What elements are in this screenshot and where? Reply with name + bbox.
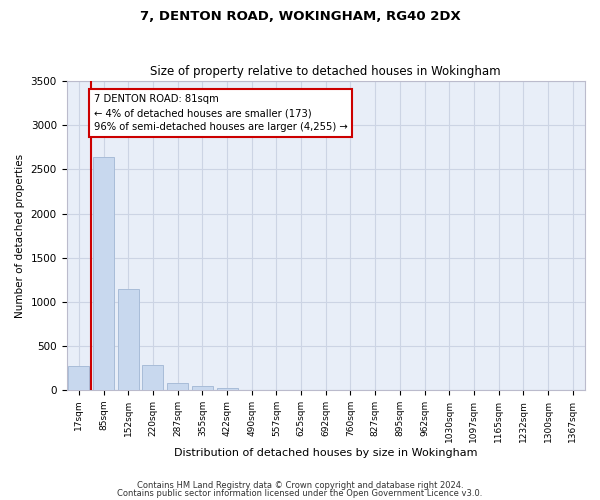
Bar	[68, 366, 89, 390]
Bar	[192, 386, 213, 390]
Bar	[142, 366, 163, 390]
Text: Contains HM Land Registry data © Crown copyright and database right 2024.: Contains HM Land Registry data © Crown c…	[137, 481, 463, 490]
X-axis label: Distribution of detached houses by size in Wokingham: Distribution of detached houses by size …	[174, 448, 478, 458]
Text: 7 DENTON ROAD: 81sqm
← 4% of detached houses are smaller (173)
96% of semi-detac: 7 DENTON ROAD: 81sqm ← 4% of detached ho…	[94, 94, 347, 132]
Y-axis label: Number of detached properties: Number of detached properties	[15, 154, 25, 318]
Bar	[93, 157, 114, 390]
Bar	[217, 388, 238, 390]
Text: 7, DENTON ROAD, WOKINGHAM, RG40 2DX: 7, DENTON ROAD, WOKINGHAM, RG40 2DX	[140, 10, 460, 23]
Title: Size of property relative to detached houses in Wokingham: Size of property relative to detached ho…	[151, 66, 501, 78]
Text: Contains public sector information licensed under the Open Government Licence v3: Contains public sector information licen…	[118, 488, 482, 498]
Bar	[167, 383, 188, 390]
Bar	[118, 290, 139, 390]
